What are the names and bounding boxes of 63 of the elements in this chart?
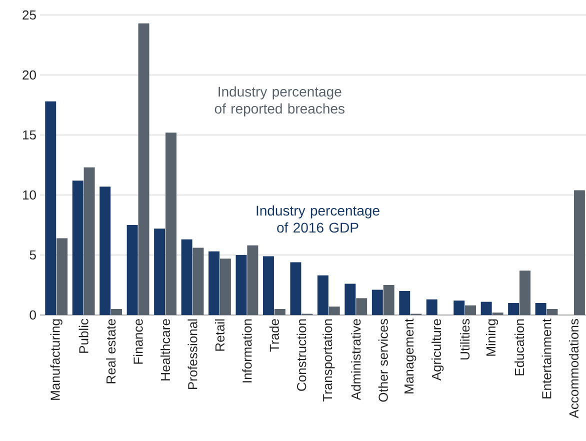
bar (247, 245, 258, 315)
bar (546, 308, 558, 315)
x-tick-label: Education (514, 319, 524, 376)
bar (290, 262, 302, 315)
x-tick-label: Management (404, 318, 416, 394)
bar (344, 284, 356, 315)
x-tick-label: Professional (188, 319, 198, 389)
bar (574, 190, 585, 315)
bar (208, 251, 220, 315)
bar (383, 284, 394, 315)
bar (138, 23, 150, 315)
bar (181, 239, 192, 315)
y-tick-label: 15 (23, 130, 36, 140)
bar (192, 248, 204, 315)
x-tick-label: Utilities (460, 318, 470, 360)
bar (454, 300, 465, 315)
bar (317, 275, 328, 315)
bar (262, 256, 274, 315)
x-tick-label: Mining (486, 319, 498, 356)
bar (126, 224, 138, 315)
y-tick-label: 10 (23, 190, 36, 200)
x-tick-label: Public (78, 318, 88, 353)
bar (372, 290, 383, 315)
bar (111, 308, 122, 315)
y-tick-label: 25 (22, 10, 36, 20)
bar (56, 238, 68, 315)
x-tick-label: Real estate (106, 319, 116, 384)
x-tick-label: Manufacturing (50, 319, 62, 400)
bar (220, 258, 231, 315)
bar (274, 308, 286, 315)
bar (520, 270, 530, 315)
text: Industry percentage of reported breaches (214, 86, 344, 116)
x-tick-label: Accommodations (568, 318, 579, 418)
x-tick-label: Retail (214, 319, 225, 351)
bar (480, 302, 492, 315)
bar (426, 299, 438, 315)
series-label: Industry percentage of 2016 GDP (256, 205, 380, 233)
bar (508, 302, 520, 315)
x-tick-label: Administrative (351, 319, 361, 400)
bar (465, 305, 476, 315)
bar (535, 302, 546, 315)
bar (236, 254, 247, 315)
bar (399, 290, 410, 315)
bar (84, 167, 95, 315)
bar (356, 298, 368, 315)
y-tick-label: 0 (30, 310, 36, 320)
x-tick-label: Transportation (322, 319, 335, 402)
x-tick-label: Healthcare (160, 319, 170, 380)
bar (72, 180, 84, 315)
y-tick-label: 5 (30, 250, 36, 260)
bar (45, 101, 56, 315)
bar (328, 306, 340, 315)
x-tick-label: Trade (269, 319, 279, 352)
x-tick-label: Information (242, 319, 252, 382)
x-tick-label: Construction (296, 319, 306, 391)
x-tick-label: Other services (378, 319, 388, 402)
bar (166, 132, 176, 315)
y-tick-label: 20 (22, 70, 36, 80)
bar (154, 228, 166, 315)
x-tick-label: Finance (133, 319, 143, 364)
x-tick-label: Entertainment (542, 318, 552, 398)
x-tick-label: Agriculture (432, 319, 444, 381)
bar (100, 186, 111, 315)
